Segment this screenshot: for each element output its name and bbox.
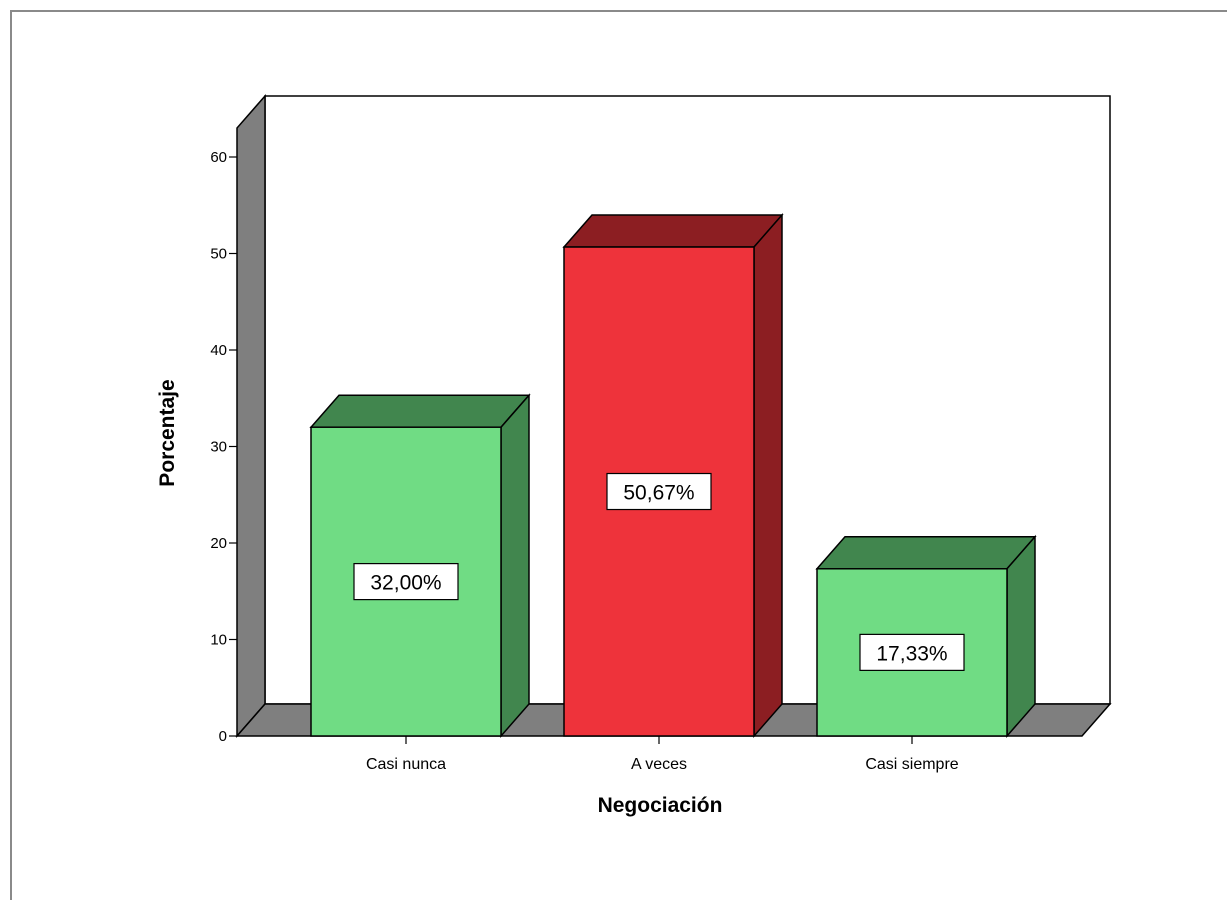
left-wall [236, 94, 266, 738]
y-axis: 0 10 20 30 40 50 60 [210, 149, 237, 745]
bar-a-veces: 50,67% [562, 213, 784, 738]
data-label: 32,00% [370, 572, 441, 595]
bar-side [500, 393, 530, 738]
y-tick-label: 20 [210, 535, 227, 552]
bar-top [562, 214, 784, 248]
y-tick-label: 30 [210, 439, 227, 456]
bar-casi-nunca: 32,00% [309, 393, 531, 738]
bar-top [309, 394, 531, 428]
x-tick-label: A veces [631, 756, 687, 773]
x-axis: Casi nunca A veces Casi siempre [366, 736, 959, 773]
data-label-box [859, 633, 965, 671]
y-axis-title: Porcentaje [156, 379, 179, 486]
x-tick-label: Casi siempre [865, 756, 958, 773]
bar-casi-siempre: 17,33% [815, 534, 1037, 738]
y-tick-label: 0 [219, 728, 227, 745]
y-tick-label: 60 [210, 149, 227, 166]
y-tick-label: 40 [210, 342, 227, 359]
data-label-box [606, 472, 712, 511]
y-tick-label: 50 [210, 246, 227, 263]
bar-side [1006, 534, 1036, 738]
bar-top [815, 536, 1037, 570]
data-label: 17,33% [876, 642, 947, 665]
bars: 32,00% 50,67% 17,33% [309, 213, 1037, 738]
data-label: 50,67% [623, 482, 694, 505]
x-axis-title: Negociación [598, 794, 723, 817]
data-label-box [353, 562, 459, 601]
y-tick-label: 10 [210, 632, 227, 649]
chart-frame [10, 10, 1227, 900]
x-tick-label: Casi nunca [366, 756, 446, 773]
bar-side [753, 213, 783, 738]
